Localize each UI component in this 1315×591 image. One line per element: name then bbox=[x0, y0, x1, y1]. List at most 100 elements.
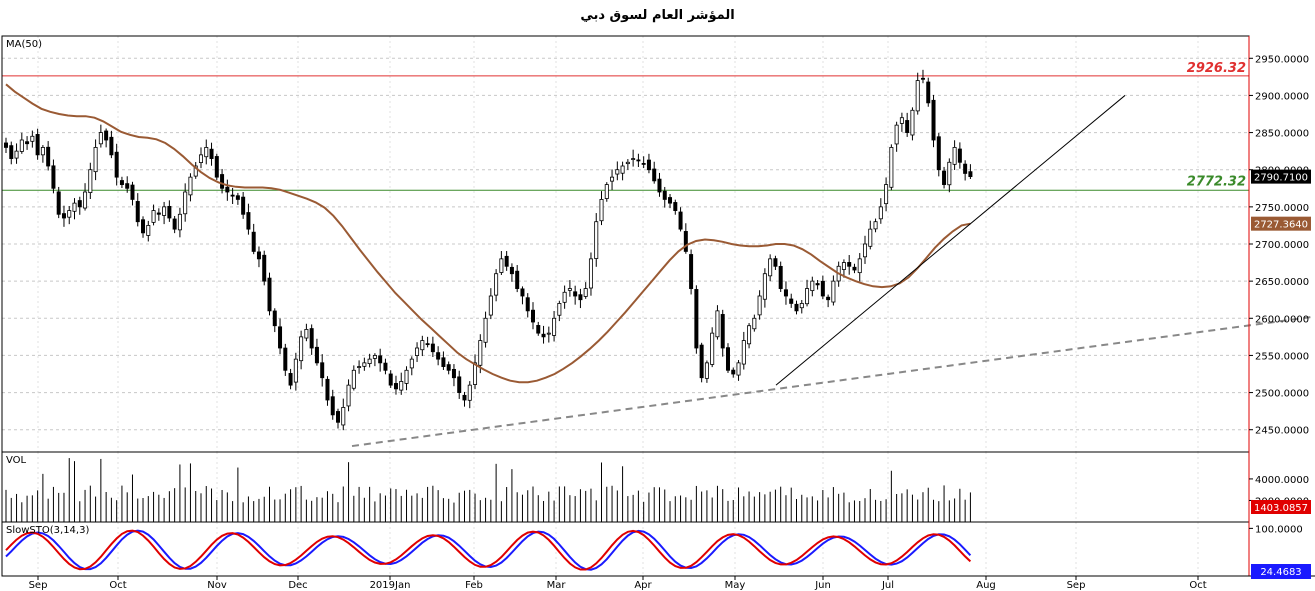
candle-body bbox=[773, 258, 778, 267]
candle-body bbox=[299, 336, 304, 362]
candle-body bbox=[610, 176, 615, 182]
candle-body bbox=[615, 169, 620, 175]
candle-body bbox=[61, 213, 66, 219]
price-tick-label: 2650.0000 bbox=[1255, 277, 1309, 288]
candle-body bbox=[309, 328, 314, 349]
candle-body bbox=[815, 283, 820, 286]
candle-body bbox=[436, 352, 441, 360]
candle-body bbox=[926, 81, 931, 104]
candle-body bbox=[151, 210, 156, 223]
month-label: Oct bbox=[1189, 580, 1206, 591]
candle-body bbox=[415, 347, 420, 356]
candle-body bbox=[104, 130, 109, 141]
candle-body bbox=[4, 142, 9, 148]
chart-title: المؤشر العام لسوق دبي bbox=[580, 8, 735, 23]
candle-body bbox=[531, 309, 536, 323]
candle-body bbox=[177, 213, 182, 231]
candle-body bbox=[520, 288, 525, 297]
candle-body bbox=[35, 134, 40, 156]
stochastic-last-tag bbox=[1251, 564, 1311, 579]
candle-body bbox=[214, 156, 219, 178]
candle-body bbox=[19, 139, 24, 152]
candle-body bbox=[451, 368, 456, 379]
candle-body bbox=[209, 148, 214, 159]
candle-body bbox=[847, 262, 852, 267]
candle-body bbox=[509, 266, 514, 275]
candle-body bbox=[641, 163, 646, 165]
candle-body bbox=[288, 373, 293, 386]
candle-body bbox=[657, 178, 662, 193]
candle-body bbox=[625, 161, 630, 165]
candle-body bbox=[230, 194, 235, 197]
candle-body bbox=[689, 254, 694, 289]
candle-body bbox=[146, 225, 151, 236]
candle-body bbox=[936, 136, 941, 171]
month-label: Mar bbox=[547, 580, 567, 591]
price-tick-label: 2950.0000 bbox=[1255, 54, 1309, 65]
candle-body bbox=[536, 325, 541, 334]
stochastic-tick-label: 100.0000 bbox=[1255, 524, 1303, 535]
candle-body bbox=[388, 373, 393, 386]
candle-body bbox=[567, 288, 572, 291]
month-label: Apr bbox=[634, 580, 652, 591]
candle-body bbox=[868, 228, 873, 247]
candle-body bbox=[51, 165, 56, 189]
candle-body bbox=[83, 191, 88, 209]
candle-body bbox=[673, 202, 678, 211]
price-tick-label: 2850.0000 bbox=[1255, 129, 1309, 140]
candle-body bbox=[636, 159, 641, 162]
candle-body bbox=[225, 186, 230, 193]
candle-body bbox=[77, 200, 82, 208]
candle-body bbox=[346, 384, 351, 407]
candle-body bbox=[668, 197, 673, 204]
candle-body bbox=[293, 358, 298, 383]
candle-body bbox=[852, 266, 857, 271]
candle-body bbox=[952, 147, 957, 165]
candle-body bbox=[620, 165, 625, 174]
candle-body bbox=[494, 273, 499, 296]
candle-body bbox=[499, 258, 504, 273]
candle-body bbox=[9, 145, 14, 159]
candle-body bbox=[646, 159, 651, 171]
candle-body bbox=[204, 147, 209, 158]
candle-body bbox=[72, 202, 77, 212]
labels: MA(50) VOL SlowSTO(3,14,3) 2926.32 2772.32 27… bbox=[6, 39, 1311, 579]
month-label: Jul bbox=[881, 580, 894, 591]
month-label: Sep bbox=[1067, 580, 1086, 591]
month-label: 2019Jan bbox=[370, 580, 411, 591]
candle-body bbox=[183, 191, 188, 215]
candle-body bbox=[488, 295, 493, 316]
candle-body bbox=[583, 288, 588, 297]
candle-body bbox=[884, 184, 889, 205]
candle-body bbox=[525, 297, 530, 312]
candle-body bbox=[741, 340, 746, 365]
candle-body bbox=[794, 303, 799, 312]
candle-body bbox=[515, 270, 520, 289]
volume-panel bbox=[5, 458, 971, 522]
candle-body bbox=[441, 357, 446, 367]
candle-body bbox=[831, 280, 836, 303]
candle-body bbox=[40, 147, 45, 156]
candle-body bbox=[378, 355, 383, 364]
candle-body bbox=[799, 303, 804, 309]
candle-body bbox=[336, 411, 341, 423]
candle-body bbox=[578, 294, 583, 301]
candle-body bbox=[752, 317, 757, 330]
candle-body bbox=[710, 332, 715, 365]
candle-body bbox=[30, 135, 35, 142]
candle-body bbox=[246, 212, 251, 230]
candle-body bbox=[109, 136, 114, 156]
candle-body bbox=[272, 310, 277, 327]
candle-body bbox=[546, 332, 551, 335]
candle-body bbox=[789, 298, 794, 304]
last-ma-label: 2727.3640 bbox=[1254, 220, 1308, 231]
candle-body bbox=[383, 362, 388, 371]
candle-body bbox=[278, 326, 283, 349]
stochastic-d-line bbox=[5, 529, 972, 571]
candle-body bbox=[446, 364, 451, 371]
candle-body bbox=[367, 358, 372, 365]
candle-body bbox=[220, 174, 225, 189]
price-tick-label: 2450.0000 bbox=[1255, 426, 1309, 437]
candle-body bbox=[942, 170, 947, 185]
